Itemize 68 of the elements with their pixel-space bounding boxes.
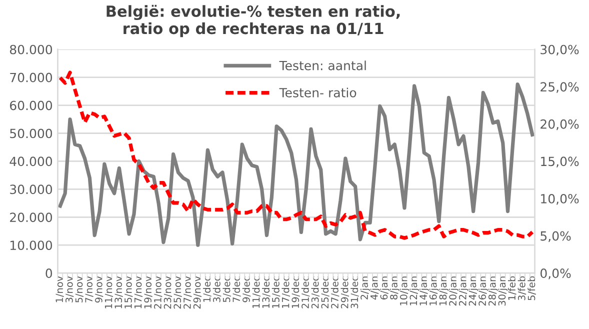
y2-tick-label: 10,0%: [541, 194, 579, 205]
x-tick-label: 15/dec: [272, 276, 280, 308]
x-tick-label: 30/jan: [498, 276, 508, 306]
x-tick-label: 13/nov: [114, 276, 123, 308]
y-tick-label: 70.000: [10, 72, 52, 82]
x-tick-label: 29/dec: [340, 276, 350, 308]
y2-tick-label: 5,0%: [540, 231, 571, 242]
x-tick-label: 9/nov: [94, 276, 104, 303]
x-tick-label: 23/dec: [311, 276, 320, 308]
legend-label: Testen: aantal: [279, 60, 366, 70]
x-tick-label: 14/jan: [419, 276, 429, 306]
legend-label: Testen- ratio: [279, 88, 356, 98]
x-tick-label: 17/nov: [134, 276, 142, 308]
x-tick-label: 21/dec: [301, 276, 310, 308]
x-tick-label: 7/nov: [85, 276, 94, 302]
x-tick-label: 21/nov: [154, 276, 162, 309]
x-tick-label: 8/jan: [390, 276, 400, 300]
x-tick-label: 27/dec: [330, 276, 340, 308]
x-tick-label: 5/nov: [75, 276, 84, 302]
y-tick-label: 50.000: [10, 128, 52, 138]
y-tick-label: 0: [46, 268, 52, 278]
x-tick-label: 16/jan: [429, 276, 439, 306]
y2-tick-label: 15,0%: [541, 156, 579, 168]
x-tick-label: 1/dec: [203, 276, 212, 302]
x-tick-label: 2/jan: [360, 276, 370, 300]
x-tick-label: 13/dec: [262, 276, 270, 308]
x-tick-label: 6/jan: [380, 276, 390, 300]
x-tick-label: 1/feb: [508, 276, 516, 300]
x-tick-label: 5/feb: [528, 276, 536, 300]
x-tick-label: 3/feb: [518, 276, 526, 300]
y2-tick-label: 0,0%: [540, 268, 571, 280]
x-tick-label: 23/nov: [164, 276, 172, 309]
x-tick-label: 12/jan: [410, 276, 420, 306]
y2-tick-label: 20,0%: [540, 119, 579, 130]
x-tick-label: 3/dec: [212, 276, 222, 302]
x-tick-label: 24/jan: [468, 276, 478, 306]
chart-title: België: evolutie-% testen en ratio, ratio op de rechteras na 01/11: [106, 4, 400, 38]
x-tick-label: 29/nov: [193, 276, 202, 309]
x-tick-label: 25/nov: [174, 276, 182, 309]
x-tick-label: 28/jan: [488, 276, 498, 306]
x-tick-label: 11/nov: [104, 276, 113, 308]
y-tick-label: 80.000: [10, 44, 52, 54]
x-tick-label: 25/dec: [321, 276, 330, 308]
x-tick-label: 4/jan: [370, 276, 380, 300]
x-tick-label: 27/nov: [184, 276, 192, 309]
x-tick-label: 11/dec: [252, 276, 261, 308]
x-tick-label: 9/dec: [242, 276, 251, 302]
x-tick-label: 19/dec: [292, 276, 300, 308]
y-tick-label: 30.000: [10, 184, 52, 194]
x-tick-label: 1/nov: [56, 276, 64, 302]
x-tick-label: 7/dec: [232, 276, 241, 302]
x-tick-label: 31/dec: [350, 276, 359, 308]
y2-tick-label: 25,0%: [540, 82, 579, 93]
y-tick-label: 60.000: [10, 100, 52, 110]
x-tick-label: 19/nov: [144, 276, 152, 308]
x-tick-label: 5/dec: [222, 276, 231, 302]
y-tick-label: 40.000: [10, 156, 52, 166]
x-tick-label: 18/jan: [439, 276, 449, 306]
y-tick-label: 20.000: [10, 212, 52, 222]
y2-tick-label: 30,0%: [540, 44, 579, 56]
x-tick-label: 20/jan: [448, 276, 458, 306]
x-tick-label: 15/nov: [124, 276, 133, 308]
x-tick-label: 3/nov: [65, 276, 74, 302]
x-tick-label: 26/jan: [478, 276, 488, 306]
x-tick-label: 22/jan: [458, 276, 468, 306]
x-tick-label: 10/jan: [400, 276, 410, 306]
y-tick-label: 10.000: [10, 240, 52, 250]
x-tick-label: 17/dec: [282, 276, 290, 308]
